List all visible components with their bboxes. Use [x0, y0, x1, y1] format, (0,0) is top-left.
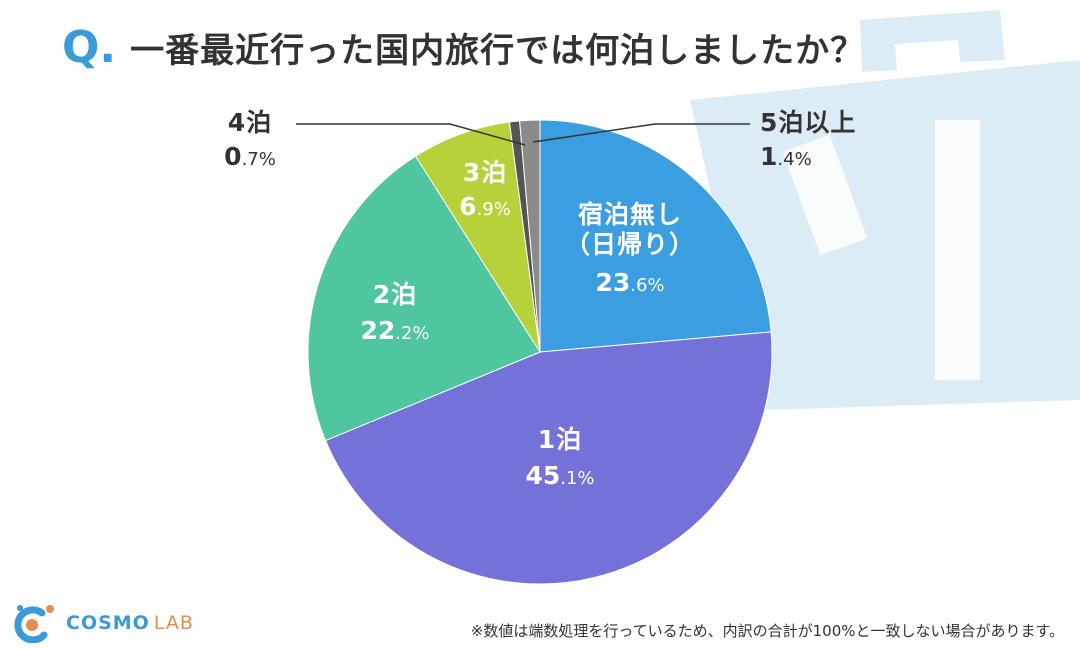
pie-slice-day-trip [539, 119, 772, 353]
logo-name: COSMO [66, 612, 150, 634]
logo-sub: LAB [153, 612, 194, 634]
slice-value-5-nights-plus: 1.4% [760, 142, 812, 171]
leader-line-5-nights [532, 123, 750, 143]
slice-name-3-nights: 3泊 [462, 158, 508, 187]
slice-value-day-trip: 23.6% [595, 268, 665, 297]
pie-slice-2-nights [307, 155, 541, 442]
page-title: Q . 一番最近行った国内旅行では何泊しましたか？ [62, 22, 865, 82]
slice-value-4-nights: 0.7% [224, 142, 276, 171]
slice-label-1-night: 1泊 45.1% [500, 425, 620, 491]
slice-name-4-nights: 4泊 [227, 108, 273, 137]
slice-name-2-nights: 2泊 [372, 280, 418, 309]
slice-label-5-nights-plus: 5泊以上 1.4% [760, 108, 856, 172]
pie-slice-5-nights-plus [519, 119, 541, 353]
slice-label-day-trip: 宿泊無し （日帰り） 23.6% [560, 200, 700, 298]
title-question: 一番最近行った国内旅行では何泊しましたか？ [130, 31, 866, 71]
slice-label-4-nights: 4泊 0.7% [210, 108, 290, 172]
slice-value-3-nights: 6.9% [459, 192, 511, 221]
cosmo-lab-logo-icon [14, 605, 54, 643]
cosmo-lab-logo: COSMO LAB [12, 603, 194, 643]
title-q-dot: . [99, 22, 117, 73]
slice-value-1-night: 45.1% [525, 461, 595, 490]
slice-value-2-nights: 22.2% [360, 316, 430, 345]
footnote: ※数値は端数処理を行っているため、内訳の合計が100%と一致しない場合があります… [470, 622, 1064, 640]
slice-name-day-trip: 宿泊無し （日帰り） [564, 200, 695, 259]
leader-line-4-nights [296, 123, 526, 146]
slice-name-1-night: 1泊 [537, 425, 583, 454]
slice-label-2-nights: 2泊 22.2% [340, 280, 450, 346]
slice-name-5-nights-plus: 5泊以上 [760, 108, 857, 137]
title-q-mark: Q [62, 22, 100, 73]
slice-label-3-nights: 3泊 6.9% [440, 158, 530, 222]
